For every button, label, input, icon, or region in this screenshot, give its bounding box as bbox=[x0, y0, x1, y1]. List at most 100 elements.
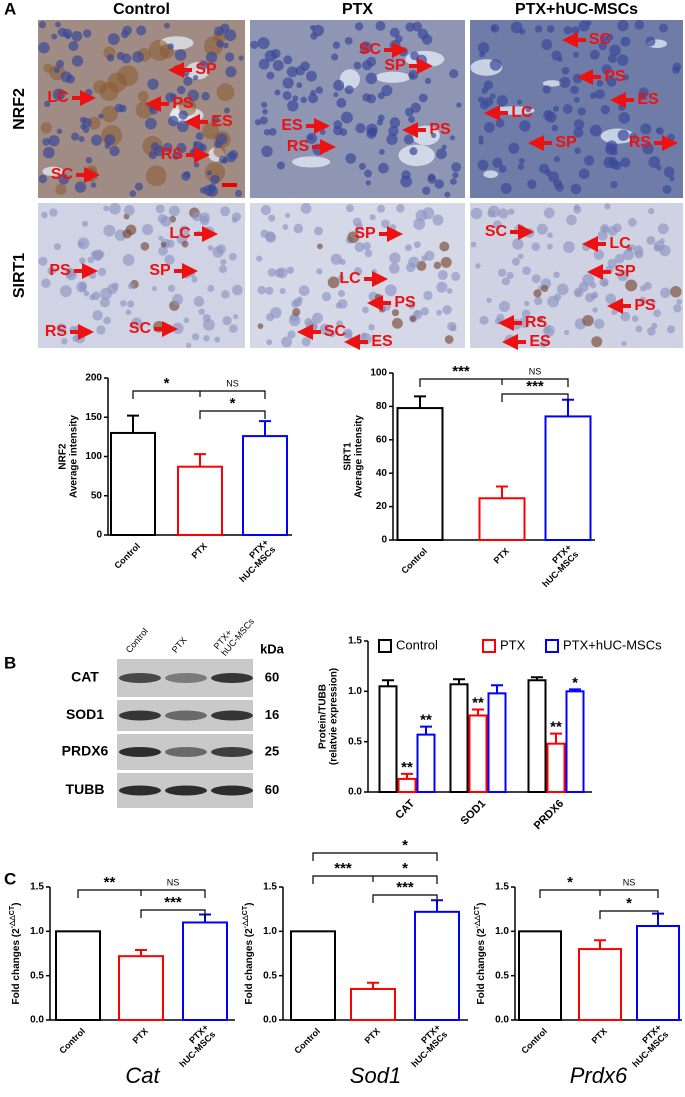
nucleus bbox=[596, 79, 604, 87]
text-line: Protein/TUBB bbox=[317, 684, 328, 749]
nucleus bbox=[336, 320, 344, 328]
arrow bbox=[70, 324, 94, 340]
y-tick-label: 50 bbox=[91, 490, 103, 501]
nucleus bbox=[53, 243, 61, 251]
nucleus bbox=[563, 329, 570, 336]
nucleus bbox=[221, 290, 230, 299]
nucleus bbox=[123, 205, 135, 216]
nucleus bbox=[172, 151, 181, 160]
nucleus bbox=[610, 148, 618, 156]
error-bar bbox=[401, 772, 413, 779]
nucleus bbox=[617, 20, 629, 32]
nucleus bbox=[131, 317, 142, 329]
nucleus bbox=[591, 336, 603, 348]
x-axis-title: Cat bbox=[125, 1063, 160, 1088]
nucleus bbox=[66, 74, 75, 84]
nucleus bbox=[292, 95, 299, 102]
nucleus bbox=[629, 132, 637, 141]
nucleus bbox=[78, 241, 85, 248]
x-axis-title: Prdx6 bbox=[570, 1063, 628, 1088]
cell-label: LC bbox=[47, 89, 69, 106]
tissue-lumen bbox=[292, 156, 331, 168]
nucleus bbox=[265, 232, 277, 243]
nucleus bbox=[164, 254, 175, 265]
nucleus bbox=[447, 321, 457, 332]
cell-label: LC bbox=[169, 225, 191, 242]
nucleus bbox=[506, 271, 514, 280]
nucleus bbox=[592, 307, 598, 313]
arrow bbox=[76, 167, 100, 183]
nucleus bbox=[635, 325, 643, 333]
stain bbox=[137, 90, 149, 102]
nucleus bbox=[612, 160, 622, 170]
nucleus bbox=[250, 40, 259, 50]
cell-label: PS bbox=[394, 294, 416, 311]
nucleus bbox=[475, 263, 481, 269]
nucleus bbox=[72, 335, 79, 342]
nucleus bbox=[263, 128, 271, 136]
error-bar bbox=[367, 981, 379, 989]
nucleus bbox=[286, 266, 295, 274]
protein-label: PRDX6 bbox=[62, 743, 109, 759]
nucleus bbox=[225, 66, 237, 78]
blot-band bbox=[165, 747, 207, 757]
nucleus bbox=[556, 283, 569, 296]
nucleus bbox=[129, 190, 137, 197]
cell-label: RS bbox=[629, 134, 652, 151]
nucleus bbox=[478, 135, 484, 141]
nucleus bbox=[449, 135, 456, 141]
nucleus bbox=[559, 76, 571, 88]
nucleus bbox=[52, 88, 65, 101]
tissue-lumen bbox=[375, 71, 411, 83]
nucleus bbox=[379, 149, 385, 155]
significance-label: NS bbox=[167, 877, 180, 887]
protein-label: TUBB bbox=[66, 781, 105, 797]
nucleus bbox=[300, 203, 312, 214]
nucleus bbox=[282, 91, 292, 101]
nucleus bbox=[211, 115, 220, 124]
nucleus bbox=[427, 174, 437, 184]
significance-label: * bbox=[164, 375, 170, 392]
nucleus bbox=[667, 325, 675, 334]
nucleus bbox=[521, 309, 531, 319]
nucleus bbox=[606, 76, 617, 87]
nucleus bbox=[553, 179, 563, 188]
cell-label: SP bbox=[555, 134, 577, 151]
nucleus bbox=[643, 281, 652, 290]
nucleus bbox=[274, 89, 281, 96]
nucleus bbox=[589, 124, 602, 137]
cell-label: ES bbox=[529, 333, 551, 350]
nucleus bbox=[53, 66, 60, 74]
nucleus bbox=[501, 277, 510, 286]
nucleus bbox=[507, 208, 515, 215]
significance-bracket bbox=[419, 378, 569, 387]
nucleus bbox=[296, 82, 303, 89]
nucleus bbox=[590, 293, 597, 300]
column-title: PTX+hUC-MSCs bbox=[515, 1, 638, 18]
cell-label: PS bbox=[604, 68, 626, 85]
nucleus bbox=[96, 325, 106, 335]
nucleus bbox=[620, 36, 631, 47]
y-tick-label: 1.0 bbox=[495, 926, 509, 937]
arrow bbox=[498, 315, 522, 331]
bar bbox=[468, 714, 488, 794]
nucleus bbox=[541, 39, 553, 50]
nucleus bbox=[563, 241, 575, 253]
cell-label: PS bbox=[172, 95, 194, 112]
nucleus bbox=[524, 300, 530, 307]
arrow bbox=[297, 324, 321, 340]
blot-band bbox=[119, 785, 161, 796]
band-size: 25 bbox=[265, 743, 279, 758]
arrow bbox=[367, 295, 391, 311]
arrow bbox=[168, 62, 192, 78]
arrow bbox=[186, 147, 210, 163]
nucleus bbox=[642, 142, 654, 155]
nucleus bbox=[354, 242, 365, 253]
nucleus bbox=[634, 20, 645, 30]
nucleus bbox=[563, 25, 573, 35]
nucleus bbox=[293, 223, 304, 234]
nucleus bbox=[487, 209, 496, 218]
y-axis-title-part: ) bbox=[476, 903, 487, 906]
nucleus bbox=[109, 203, 121, 215]
arrow bbox=[306, 118, 330, 134]
